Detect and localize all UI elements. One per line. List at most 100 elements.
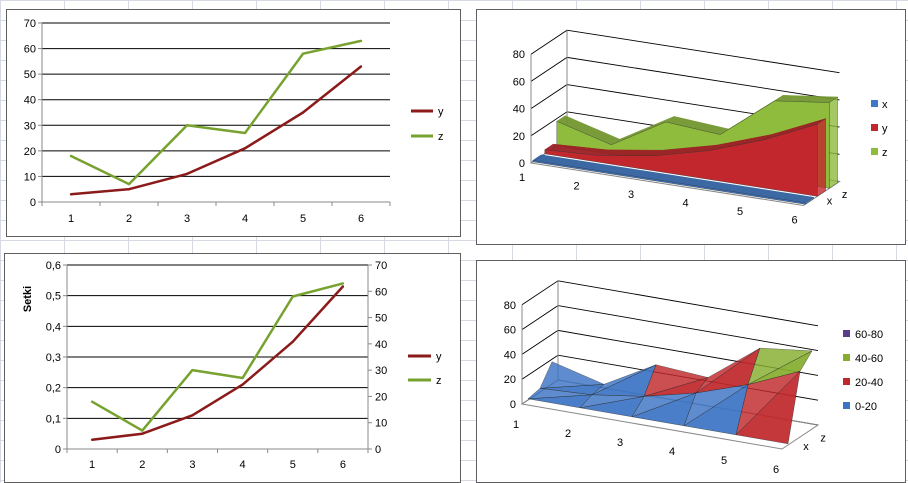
legend-label: 0-20 xyxy=(855,401,877,413)
gridline xyxy=(530,29,840,74)
legend-label-y: y xyxy=(438,106,444,118)
y-tick-label: 60 xyxy=(24,44,36,56)
z-tick-label: 60 xyxy=(504,325,516,337)
x-tick-label: 4 xyxy=(242,213,248,225)
area-3d-chart-panel[interactable]: 0 20 40 60 80 1 2 3 4 5 6 x z x y z xyxy=(476,9,906,245)
z-tick-label: 20 xyxy=(513,131,525,143)
x-tick-label: 6 xyxy=(358,213,364,225)
data-point-z xyxy=(241,376,244,380)
x-tick-label: 5 xyxy=(737,206,743,218)
surface-facet xyxy=(695,347,761,394)
data-point-y xyxy=(243,147,247,150)
x-tick-label: 4 xyxy=(669,446,675,458)
y2-tick-label: 20 xyxy=(375,391,387,403)
x-tick-label: 6 xyxy=(773,464,779,476)
depth-label-z: z xyxy=(842,189,848,201)
surface-3d-chart-panel[interactable]: 0 20 40 60 80 1 2 3 4 5 6 x z 60-80 40-60 20-40 0-20 xyxy=(476,260,906,483)
surface-facet xyxy=(527,388,593,400)
y2-tick-label: 40 xyxy=(375,339,387,351)
legend-label-y: y xyxy=(436,351,442,363)
gridline xyxy=(521,280,819,327)
y-tick-label: 40 xyxy=(24,95,36,107)
x-tick-label: 2 xyxy=(573,181,579,193)
dual-axis-line-chart: 0 0,1 0,2 0,3 0,4 0,5 0,6 0 10 20 30 40 50 60 70 Setki 1… xyxy=(22,260,442,471)
area-cap-x xyxy=(805,196,814,205)
gridline xyxy=(521,305,819,352)
x-tick-label: 1 xyxy=(519,172,525,184)
data-point-y xyxy=(241,383,244,386)
area-top-y xyxy=(598,149,664,157)
depth-label-x: x xyxy=(803,441,809,453)
y-tick-label: 30 xyxy=(24,120,36,132)
legend-swatch-x xyxy=(871,100,878,107)
z-tick-label: 80 xyxy=(504,300,516,312)
series-line-z xyxy=(91,282,344,432)
legend-label: 60-80 xyxy=(855,329,883,341)
x-tick-label: 6 xyxy=(791,215,797,227)
data-point-z xyxy=(141,429,144,432)
series-line-z xyxy=(70,39,362,186)
area-cap-y xyxy=(817,118,826,197)
z-tick-label: 0 xyxy=(519,158,525,170)
x-tick-label: 1 xyxy=(68,213,74,225)
z-tick-label: 80 xyxy=(513,49,525,61)
data-point-y xyxy=(291,340,294,343)
y2-tick-label: 60 xyxy=(375,286,387,298)
y2-tick-label: 10 xyxy=(375,418,387,430)
x-tick-label: 2 xyxy=(126,213,132,225)
legend-swatch xyxy=(843,378,850,385)
z-tick-label: 40 xyxy=(513,104,525,116)
y-tick-label: 0 xyxy=(55,444,61,456)
data-point-z xyxy=(359,39,363,43)
y-tick-label: 0 xyxy=(30,197,36,209)
surface-facet xyxy=(591,364,657,395)
legend-label-x: x xyxy=(882,99,888,111)
surface-facet xyxy=(747,347,813,386)
x-tick-label: 4 xyxy=(240,459,246,471)
data-point-z xyxy=(69,154,73,158)
legend-swatch xyxy=(843,402,850,409)
data-point-y xyxy=(127,188,131,191)
data-point-y xyxy=(69,193,73,196)
data-point-y xyxy=(141,432,144,435)
data-point-z xyxy=(341,282,345,285)
surface-facet xyxy=(539,361,605,389)
y-tick-label: 70 xyxy=(24,18,36,30)
data-point-z xyxy=(90,400,94,403)
depth-label-x: x xyxy=(827,196,833,208)
x-tick-label: 3 xyxy=(184,213,190,225)
data-point-y xyxy=(301,111,305,114)
dual-axis-line-chart-panel[interactable]: 0 0,1 0,2 0,3 0,4 0,5 0,6 0 10 20 30 40 50 60 70 Setki 1… xyxy=(4,253,461,483)
data-point-y xyxy=(341,285,345,288)
x-tick-label: 2 xyxy=(139,459,145,471)
legend-label-y: y xyxy=(882,123,888,135)
surface-facet xyxy=(643,364,709,397)
data-point-y xyxy=(359,65,363,68)
z-tick-label: 20 xyxy=(504,374,516,386)
surface-facet xyxy=(631,392,697,418)
x-tick-label: 1 xyxy=(89,459,95,471)
data-point-z xyxy=(301,52,305,55)
data-point-y xyxy=(185,172,189,176)
x-tick-label: 5 xyxy=(300,213,306,225)
z-tick-label: 60 xyxy=(513,76,525,88)
z-tick-label: 0 xyxy=(510,399,516,411)
line-chart-panel[interactable]: 0 10 20 30 40 50 60 70 1 2 3 4 5 6 y z xyxy=(6,9,461,237)
y-tick-label: 0,3 xyxy=(46,352,61,364)
y2-tick-label: 50 xyxy=(375,313,387,325)
x-tick-label: 4 xyxy=(682,198,688,210)
legend-label-z: z xyxy=(882,147,888,159)
data-point-z xyxy=(191,368,194,372)
line-chart: 0 10 20 30 40 50 60 70 1 2 3 4 5 6 y z xyxy=(24,18,444,225)
x-tick-label: 6 xyxy=(340,459,346,471)
x-tick-label: 5 xyxy=(721,455,727,467)
x-tick-label: 5 xyxy=(290,459,296,471)
legend-swatch-y xyxy=(871,124,878,131)
y-tick-label: 0,4 xyxy=(46,321,61,333)
gridline xyxy=(530,56,840,101)
legend-label: 40-60 xyxy=(855,353,883,365)
data-point-y xyxy=(191,414,194,417)
x-tick-label: 3 xyxy=(628,189,634,201)
y-axis-title: Setki xyxy=(22,286,34,312)
y2-tick-label: 30 xyxy=(375,365,387,377)
